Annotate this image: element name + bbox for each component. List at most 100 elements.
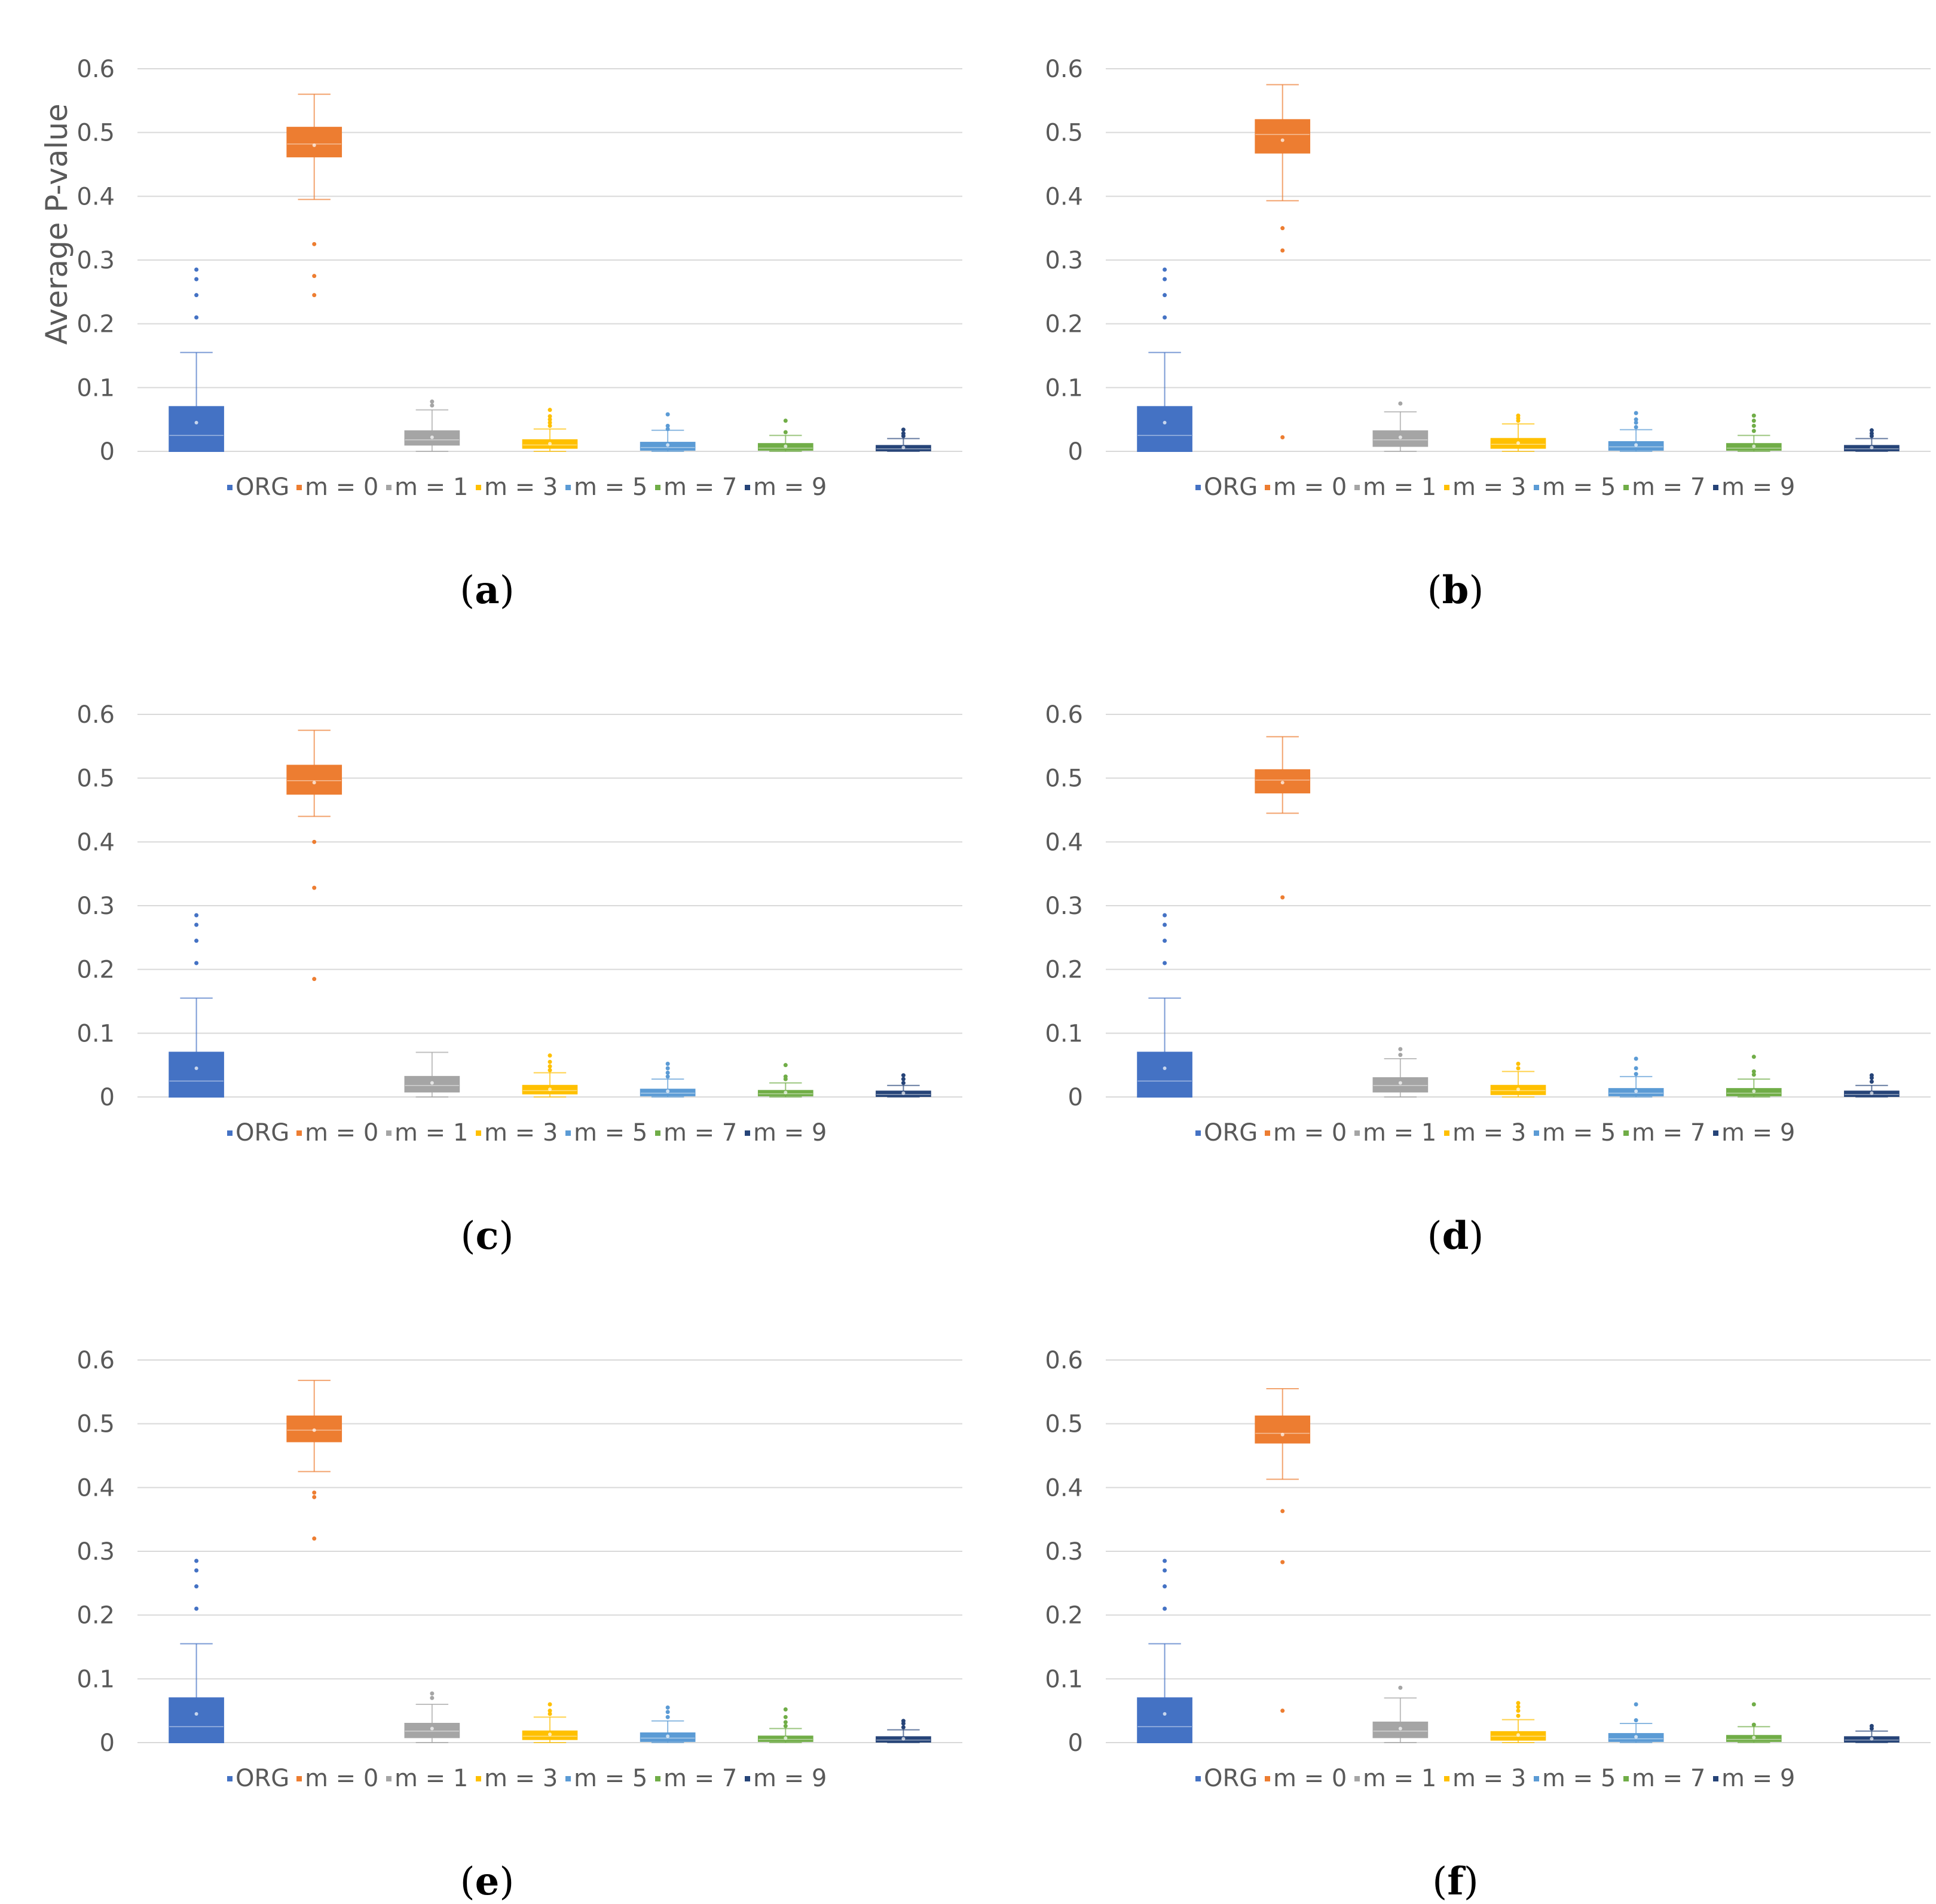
- y-tick-label: 0: [1068, 1729, 1083, 1757]
- caption-c: (c): [460, 1214, 514, 1258]
- legend-label: m = 9: [753, 1119, 827, 1147]
- legend-label: m = 1: [394, 1119, 468, 1147]
- outlier-point: [1163, 293, 1167, 298]
- legend-label: m = 7: [663, 1119, 737, 1147]
- mean-marker: [1280, 1432, 1284, 1437]
- outlier-point: [1516, 413, 1521, 418]
- legend-label: m = 3: [484, 1765, 558, 1792]
- box-rect: [1372, 1077, 1429, 1093]
- box-m9: [1844, 1723, 1900, 1743]
- legend-label: m = 0: [305, 1119, 378, 1147]
- outlier-point: [1163, 1558, 1167, 1563]
- outlier-point: [1516, 1704, 1521, 1709]
- y-tick-label: 0.5: [77, 120, 115, 147]
- y-tick-label: 0.3: [77, 247, 115, 274]
- outlier-point: [548, 1064, 552, 1069]
- legend-swatch: [296, 1130, 302, 1136]
- outlier-point: [1869, 1079, 1874, 1084]
- mean-marker: [430, 435, 434, 439]
- legend-label: m = 5: [1542, 473, 1616, 501]
- box-m9: [876, 1719, 931, 1743]
- legend-label: m = 5: [574, 473, 647, 501]
- outlier-point: [1280, 1709, 1285, 1713]
- caption-e: (e): [460, 1859, 515, 1904]
- box-ORG: [1137, 1558, 1192, 1743]
- y-tick-label: 0.2: [77, 311, 115, 338]
- legend-label: m = 5: [574, 1765, 647, 1792]
- legend-label: m = 5: [1542, 1765, 1616, 1792]
- legend-label: m = 0: [305, 1765, 378, 1792]
- outlier-point: [1751, 429, 1756, 433]
- legend-label: ORG: [235, 1119, 289, 1147]
- caption-b: (b): [1427, 568, 1484, 613]
- box-ORG: [169, 913, 224, 1098]
- outlier-point: [194, 939, 199, 943]
- legend-swatch: [1265, 1776, 1270, 1781]
- outlier-point: [1634, 1066, 1638, 1071]
- box-m7: [1726, 413, 1782, 452]
- box-m9: [876, 427, 931, 452]
- outlier-point: [665, 427, 670, 432]
- outlier-point: [194, 315, 199, 320]
- box-m0: [286, 93, 342, 298]
- mean-marker: [784, 1090, 788, 1095]
- legend-label: m = 1: [1363, 473, 1436, 501]
- mean-marker: [1163, 1712, 1167, 1716]
- outlier-point: [312, 242, 317, 246]
- legend-swatch: [1354, 1130, 1360, 1136]
- legend-swatch: [1195, 1130, 1201, 1136]
- outlier-point: [783, 418, 788, 423]
- legend-label: m = 0: [1273, 1119, 1347, 1147]
- outlier-point: [783, 1714, 788, 1719]
- outlier-point: [194, 922, 199, 927]
- outlier-point: [1751, 423, 1756, 428]
- legend-swatch: [476, 1130, 481, 1136]
- outlier-point: [783, 1074, 788, 1079]
- outlier-point: [665, 1066, 670, 1071]
- box-rect: [286, 765, 342, 795]
- outlier-point: [1163, 1568, 1167, 1573]
- outlier-point: [1751, 413, 1756, 418]
- outlier-point: [194, 913, 199, 918]
- legend-swatch: [1623, 1130, 1629, 1136]
- box-rect: [1255, 119, 1311, 154]
- outlier-point: [1516, 1062, 1521, 1066]
- legend-label: ORG: [235, 1765, 289, 1792]
- legend-swatch: [1444, 1776, 1449, 1781]
- legend-swatch: [386, 1776, 392, 1781]
- box-m7: [1726, 1702, 1782, 1743]
- y-tick-label: 0: [100, 1084, 115, 1111]
- box-rect: [169, 1052, 224, 1098]
- outlier-point: [194, 1568, 199, 1573]
- box-plot-b: 0 0.1 0.2 0.3 0.4 0.5 0.6 ORG m = 0 m = 1 m = 3 m =…: [1045, 56, 1931, 501]
- box-m9: [1844, 1073, 1900, 1098]
- outlier-point: [783, 1063, 788, 1068]
- legend-label: ORG: [235, 473, 289, 501]
- box-ORG: [169, 1558, 224, 1743]
- box-ORG: [1137, 913, 1192, 1098]
- outlier-point: [1163, 277, 1167, 282]
- legend-swatch: [476, 485, 481, 490]
- legend-label: m = 7: [663, 1765, 737, 1792]
- mean-marker: [1870, 445, 1874, 450]
- y-tick-label: 0: [1068, 1084, 1083, 1111]
- legend-swatch: [565, 1776, 571, 1781]
- y-tick-label: 0.4: [77, 829, 115, 856]
- outlier-point: [1280, 1560, 1285, 1564]
- y-tick-label: 0.2: [1045, 1602, 1083, 1630]
- box-rect: [169, 1697, 224, 1743]
- outlier-point: [548, 417, 552, 422]
- box-m1: [404, 1052, 460, 1098]
- outlier-point: [1869, 1073, 1874, 1078]
- mean-marker: [666, 1734, 670, 1738]
- legend-label: m = 1: [394, 1765, 468, 1792]
- y-tick-label: 0: [100, 438, 115, 466]
- box-plot-f: 0 0.1 0.2 0.3 0.4 0.5 0.6 ORG m = 0 m = 1 m = 3 m =…: [1045, 1347, 1931, 1792]
- legend-label: m = 7: [1632, 1119, 1705, 1147]
- box-rect: [1137, 1052, 1192, 1098]
- mean-marker: [901, 445, 906, 450]
- legend-swatch: [386, 1130, 392, 1136]
- outlier-point: [312, 977, 317, 982]
- box-m5: [640, 1062, 696, 1098]
- outlier-point: [1516, 1066, 1521, 1071]
